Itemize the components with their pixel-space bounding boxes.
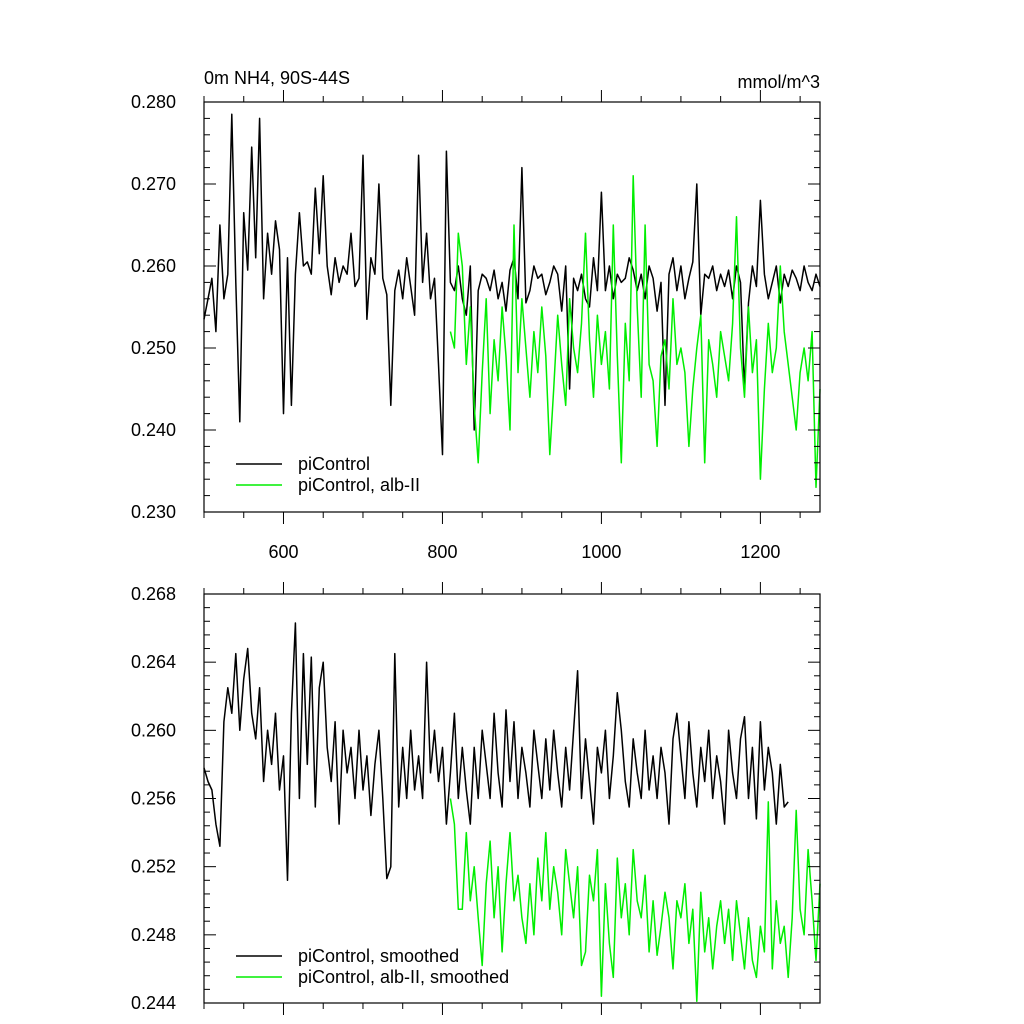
y-tick-label: 0.240 <box>131 420 176 440</box>
plot-frame <box>203 101 821 513</box>
y-tick-label: 0.270 <box>131 174 176 194</box>
series-line-bottom-0 <box>203 622 789 882</box>
series-line-top-0 <box>203 113 821 456</box>
units-label: mmol/m^3 <box>738 72 820 92</box>
x-tick-label: 800 <box>427 542 457 562</box>
x-tick-label: 1000 <box>581 542 621 562</box>
top-panel: 0.230 0.240 0.250 0.260 0.270 0.280 600 800 1000… <box>131 90 821 562</box>
x-tick-label: 600 <box>268 542 298 562</box>
panel-title: 0m NH4, 90S-44S <box>204 68 350 88</box>
bottom-panel: 0.244 0.248 0.252 0.256 0.260 0.264 0.268 piCon… <box>131 582 821 1015</box>
y-tick-label: 0.250 <box>131 338 176 358</box>
y-tick-label: 0.256 <box>131 789 176 809</box>
y-tick-label: 0.268 <box>131 584 176 604</box>
y-tick-label: 0.230 <box>131 502 176 522</box>
legend-label: piControl, alb-II <box>298 475 420 495</box>
legend-label: piControl, alb-II, smoothed <box>298 967 509 987</box>
y-tick-label: 0.244 <box>131 993 176 1013</box>
legend-label: piControl, smoothed <box>298 946 459 966</box>
y-tick-label: 0.280 <box>131 92 176 112</box>
legend-label: piControl <box>298 454 370 474</box>
series-line-top-1 <box>449 175 821 489</box>
y-tick-label: 0.260 <box>131 256 176 276</box>
y-tick-label: 0.264 <box>131 652 176 672</box>
series-line-bottom-1 <box>449 798 821 1003</box>
y-tick-label: 0.248 <box>131 925 176 945</box>
y-tick-label: 0.252 <box>131 857 176 877</box>
x-tick-label: 1200 <box>740 542 780 562</box>
y-tick-label: 0.260 <box>131 720 176 740</box>
